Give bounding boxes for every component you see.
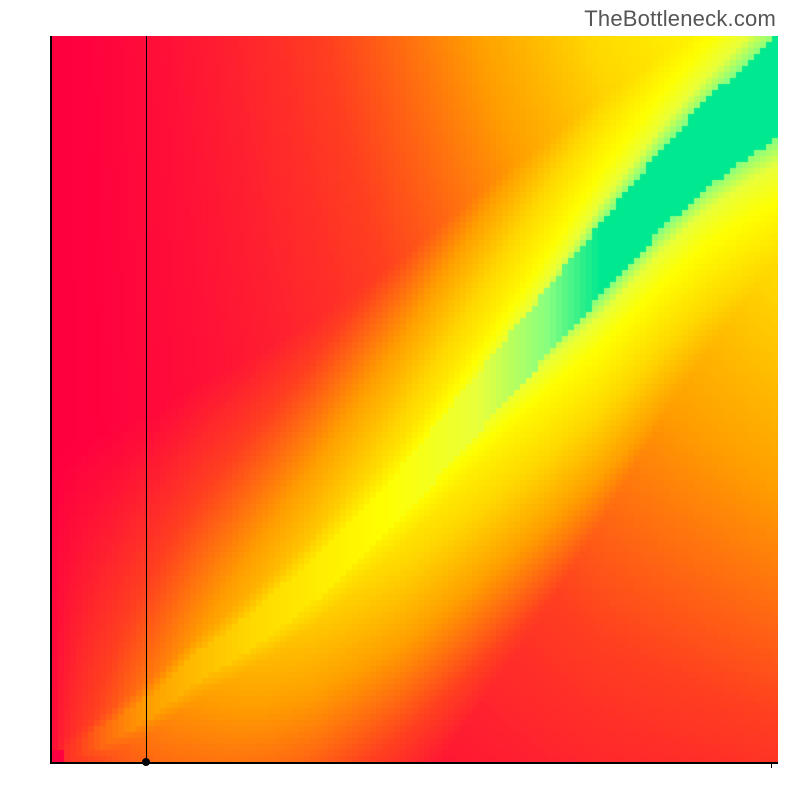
watermark-text: TheBottleneck.com <box>584 6 776 32</box>
x-crosshair-dot <box>142 758 150 766</box>
x-crosshair-line <box>146 36 147 762</box>
plot-area <box>50 36 778 764</box>
heatmap-canvas <box>52 36 778 762</box>
x-axis-max-tick <box>771 762 772 768</box>
